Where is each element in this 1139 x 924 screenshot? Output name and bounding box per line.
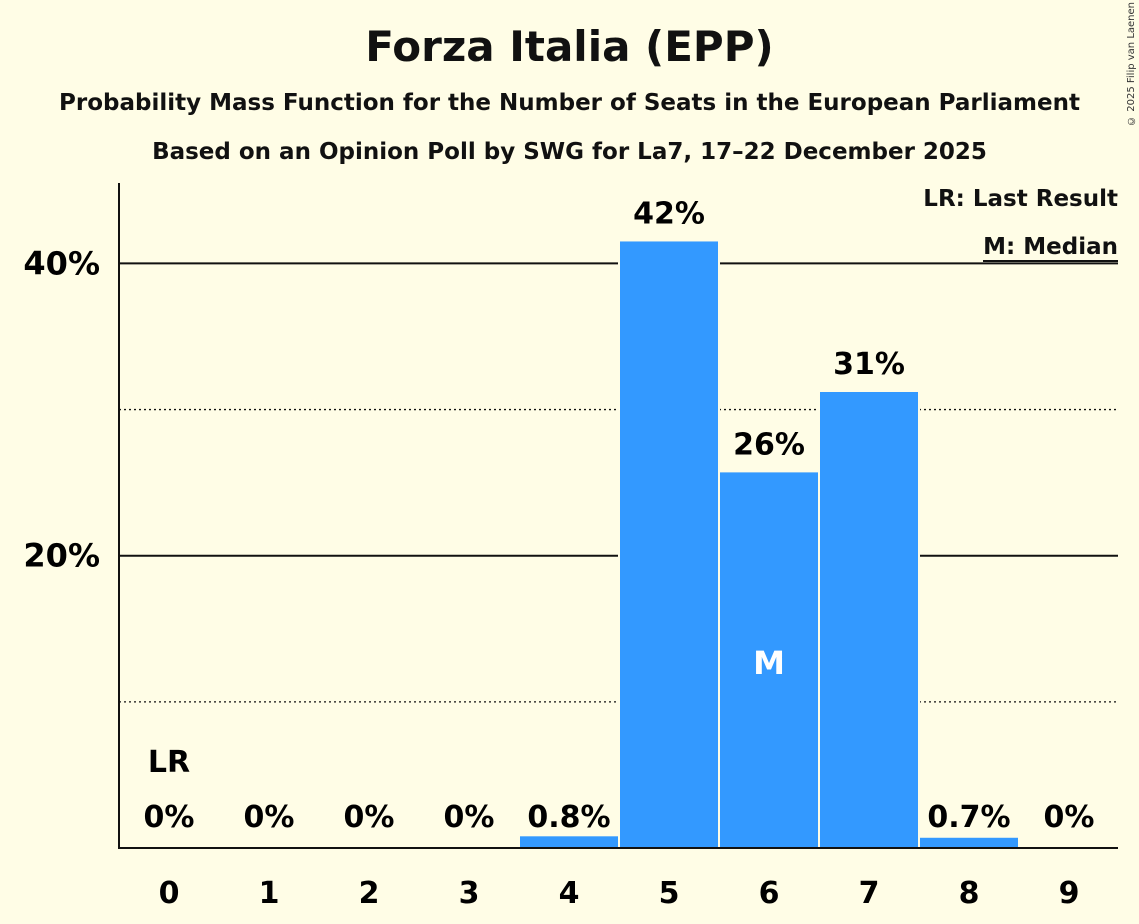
x-tick-label: 9 <box>1059 876 1080 911</box>
legend-median: M: Median <box>983 234 1118 262</box>
x-tick-label: 6 <box>759 876 780 911</box>
bar-seats-8 <box>920 837 1018 848</box>
x-tick-label: 5 <box>659 876 680 911</box>
data-label: 0% <box>444 800 495 835</box>
last-result-marker: LR <box>148 745 190 780</box>
chart-title: Forza Italia (EPP) <box>365 22 774 71</box>
x-tick-label: 8 <box>959 876 980 911</box>
data-label: 0.7% <box>927 800 1010 835</box>
chart-subtitle: Probability Mass Function for the Number… <box>59 90 1080 116</box>
x-tick-label: 7 <box>859 876 880 911</box>
bar-seats-6 <box>720 472 818 848</box>
y-tick-label: 20% <box>23 537 100 575</box>
x-tick-label: 4 <box>559 876 580 911</box>
legend-median-text: M: Median <box>983 234 1118 262</box>
y-tick-label: 40% <box>23 244 100 282</box>
chart-source: Based on an Opinion Poll by SWG for La7,… <box>152 139 987 165</box>
data-label: 42% <box>633 196 705 231</box>
data-label: 0% <box>1044 800 1095 835</box>
legend-last-result: LR: Last Result <box>923 186 1118 212</box>
x-tick-label: 3 <box>459 876 480 911</box>
bar-seats-4 <box>520 836 618 848</box>
x-tick-label: 1 <box>259 876 280 911</box>
median-marker: M <box>753 644 785 682</box>
data-label: 26% <box>733 427 805 462</box>
x-tick-label: 0 <box>159 876 180 911</box>
data-label: 0% <box>244 800 295 835</box>
x-tick-label: 2 <box>359 876 380 911</box>
data-label: 0.8% <box>527 800 610 835</box>
data-label: 0% <box>144 800 195 835</box>
data-label: 31% <box>833 347 905 382</box>
bar-seats-7 <box>820 392 918 848</box>
data-label: 0% <box>344 800 395 835</box>
bar-seats-5 <box>620 241 718 848</box>
